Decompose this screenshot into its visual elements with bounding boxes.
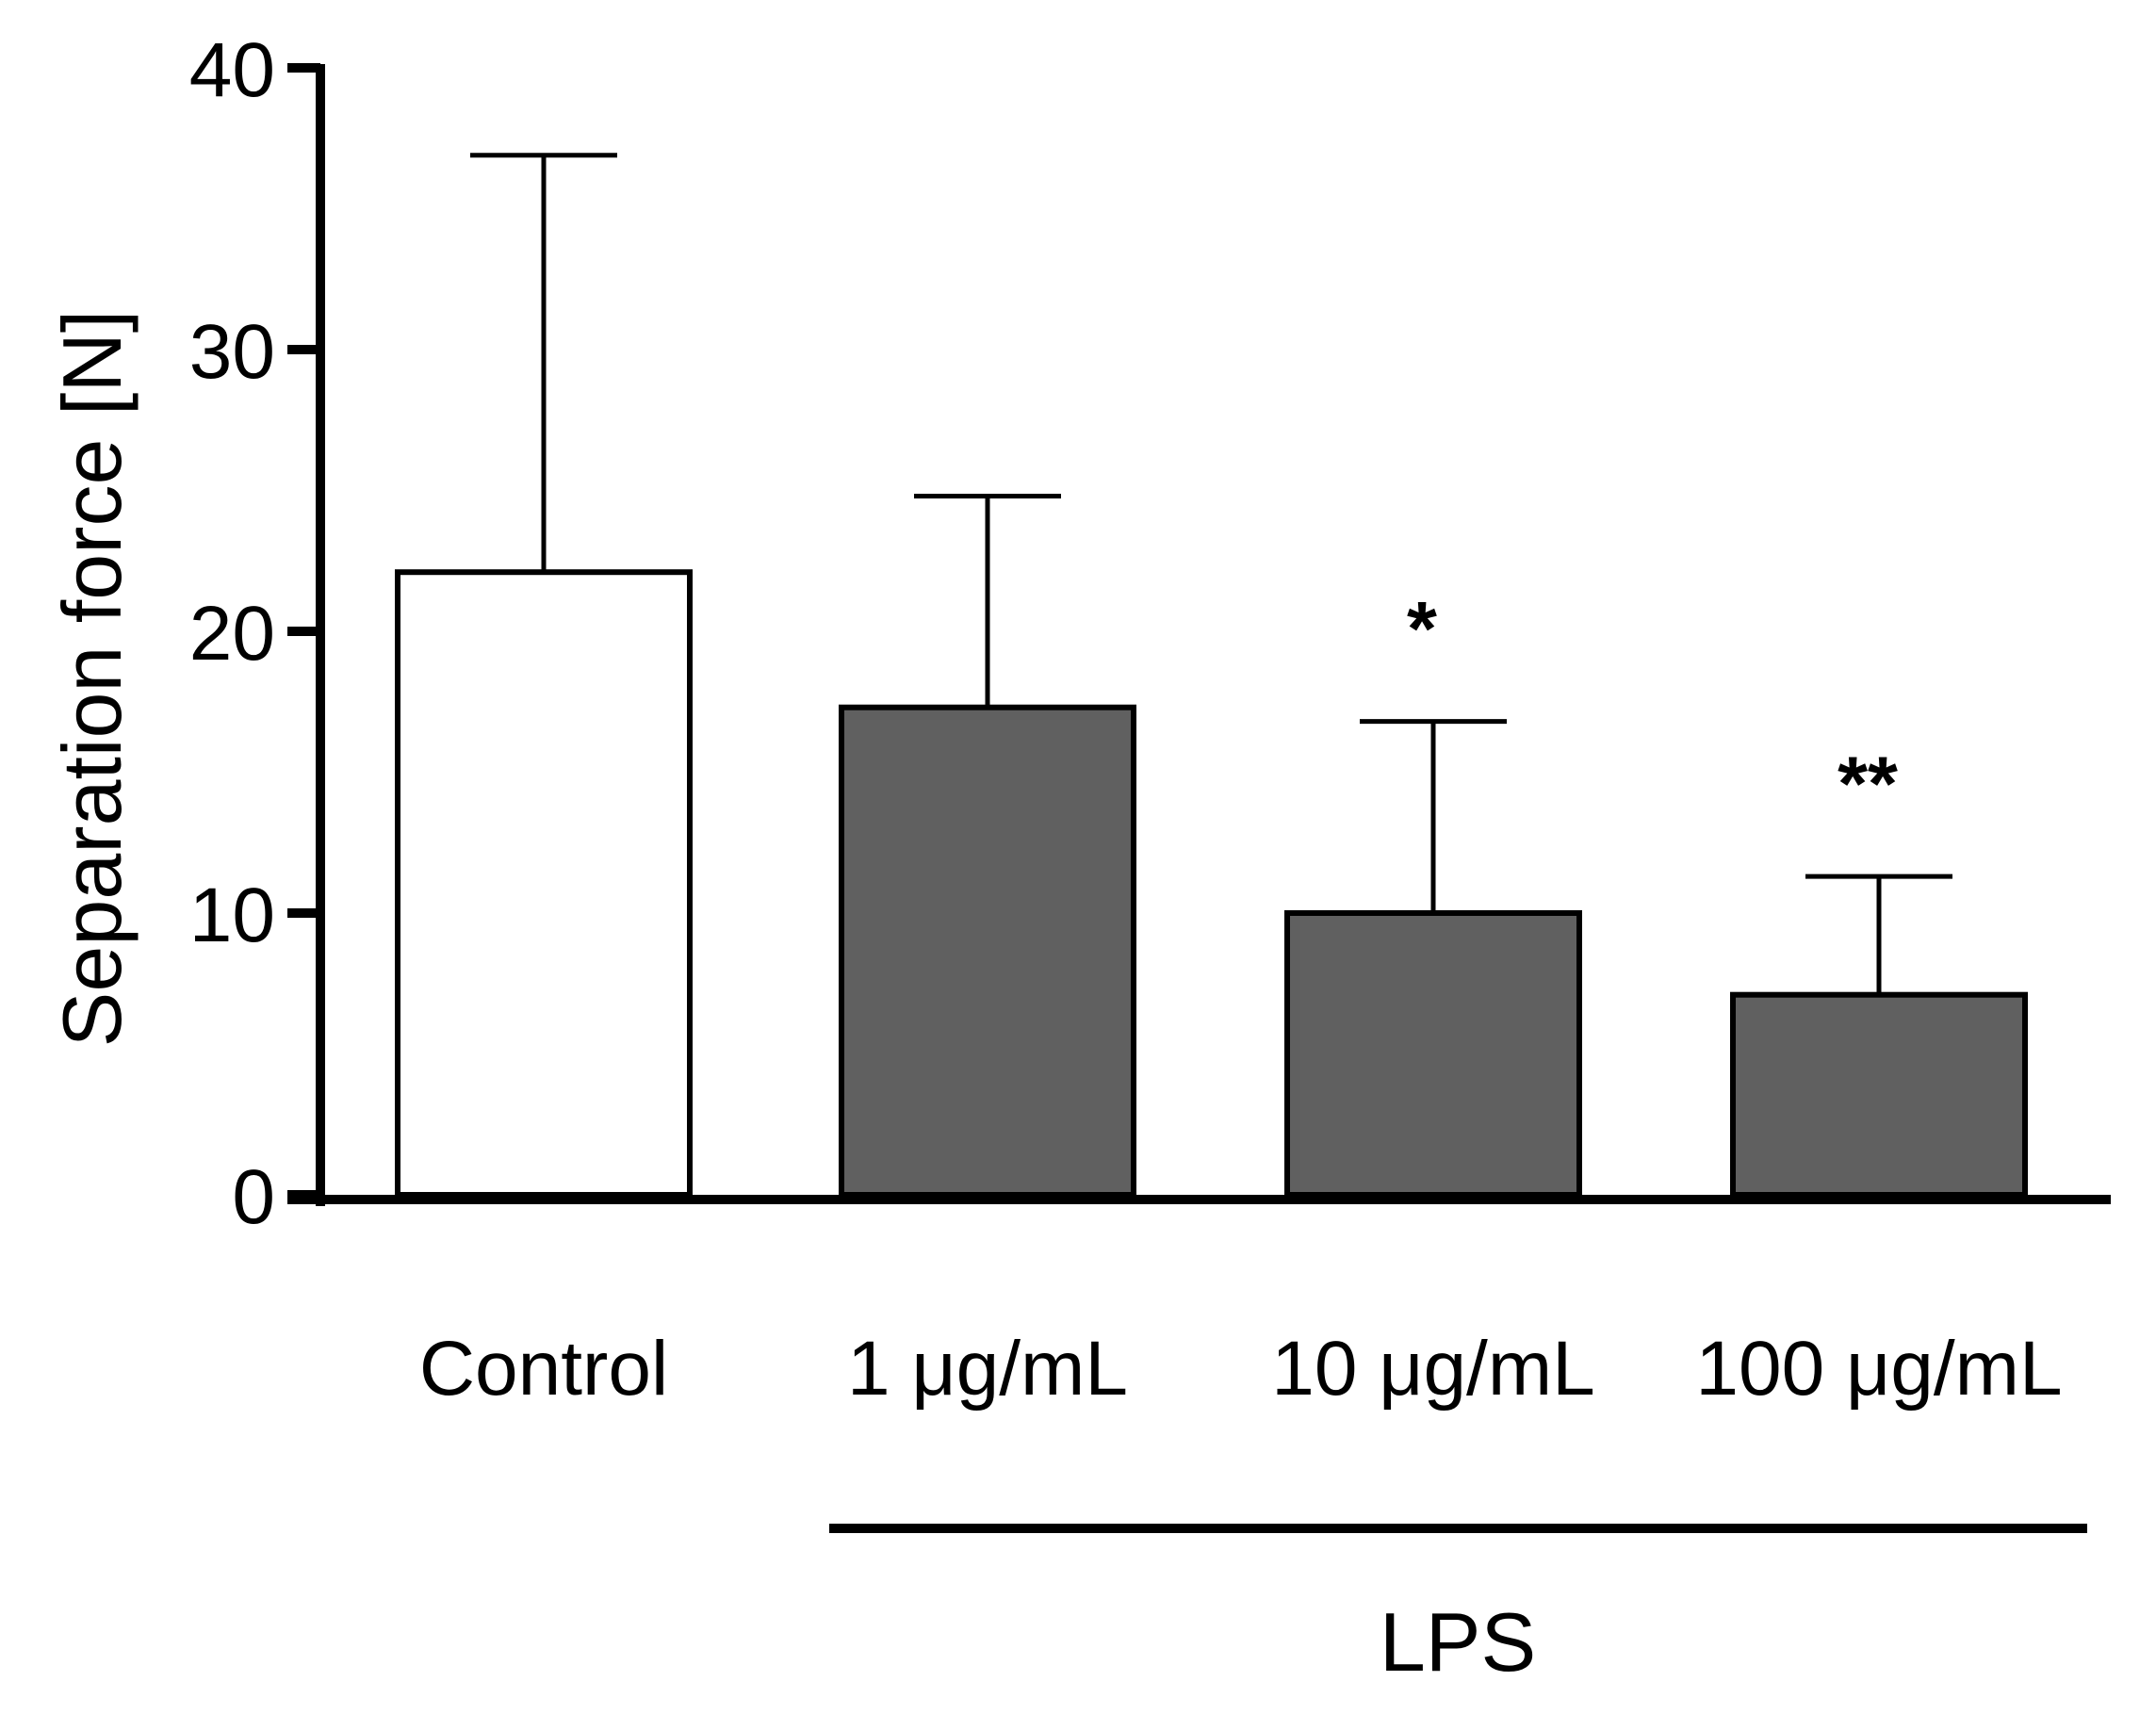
y-tick-label: 30: [189, 309, 275, 395]
category-labels: Control 1 μg/mL 10 μg/mL 100 μg/mL: [419, 1326, 2063, 1412]
category-label: Control: [419, 1326, 668, 1412]
bars: [395, 569, 2028, 1198]
error-bars: [470, 153, 1952, 995]
y-tick-label: 40: [189, 27, 275, 113]
significance-markers: ***: [1407, 587, 1898, 827]
y-ticks: 0 10 20 30 40: [189, 27, 320, 1240]
significance-marker: *: [1407, 587, 1437, 673]
category-label: 100 μg/mL: [1695, 1326, 2062, 1412]
bar: [395, 569, 693, 1198]
y-tick-label: 0: [232, 1154, 275, 1240]
bar: [1730, 991, 2028, 1198]
bar: [839, 704, 1136, 1198]
significance-marker: **: [1838, 742, 1898, 827]
lps-group-label: LPS: [1380, 1595, 1536, 1689]
bar: [1284, 910, 1582, 1198]
y-tick-label: 10: [189, 873, 275, 958]
category-label: 1 μg/mL: [847, 1326, 1128, 1412]
axes: 0 10 20 30 40: [189, 27, 2111, 1240]
category-label: 10 μg/mL: [1271, 1326, 1595, 1412]
y-axis-label: Separation force [N]: [45, 310, 139, 1048]
y-tick-label: 20: [189, 591, 275, 677]
